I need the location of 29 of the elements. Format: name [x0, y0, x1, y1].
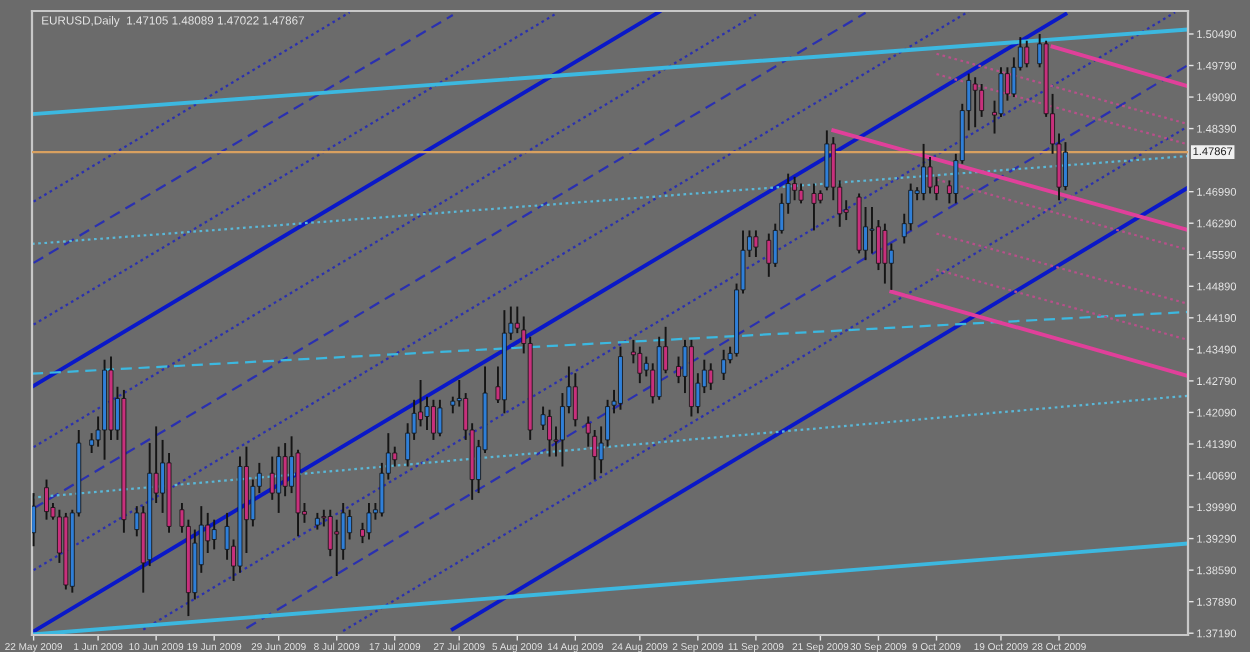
candlestick: [437, 398, 443, 438]
candlestick: [921, 142, 927, 202]
candlestick: [269, 455, 275, 501]
candlestick: [972, 76, 978, 129]
candlestick: [882, 222, 888, 285]
candlestick: [44, 478, 49, 521]
candlestick: [211, 518, 217, 551]
candlestick: [811, 182, 817, 232]
candlestick: [766, 232, 772, 278]
candlestick: [572, 372, 578, 428]
candlestick: [392, 445, 398, 468]
candlestick: [753, 229, 759, 258]
candlestick: [792, 175, 798, 202]
candlestick: [276, 445, 282, 514]
candlestick: [1063, 141, 1068, 192]
candlestick: [366, 502, 372, 541]
candlestick: [618, 345, 623, 411]
candlestick: [431, 398, 436, 441]
candlestick: [32, 492, 37, 548]
candlestick: [798, 182, 804, 205]
candlestick: [334, 518, 340, 577]
candlestick: [708, 362, 714, 391]
candlestick: [824, 129, 830, 192]
candlestick: [927, 156, 933, 195]
candlestick: [1024, 39, 1030, 69]
candlestick: [721, 348, 727, 381]
candlestick: [282, 442, 288, 498]
candlestick: [547, 408, 552, 458]
candlestick: [637, 345, 643, 385]
